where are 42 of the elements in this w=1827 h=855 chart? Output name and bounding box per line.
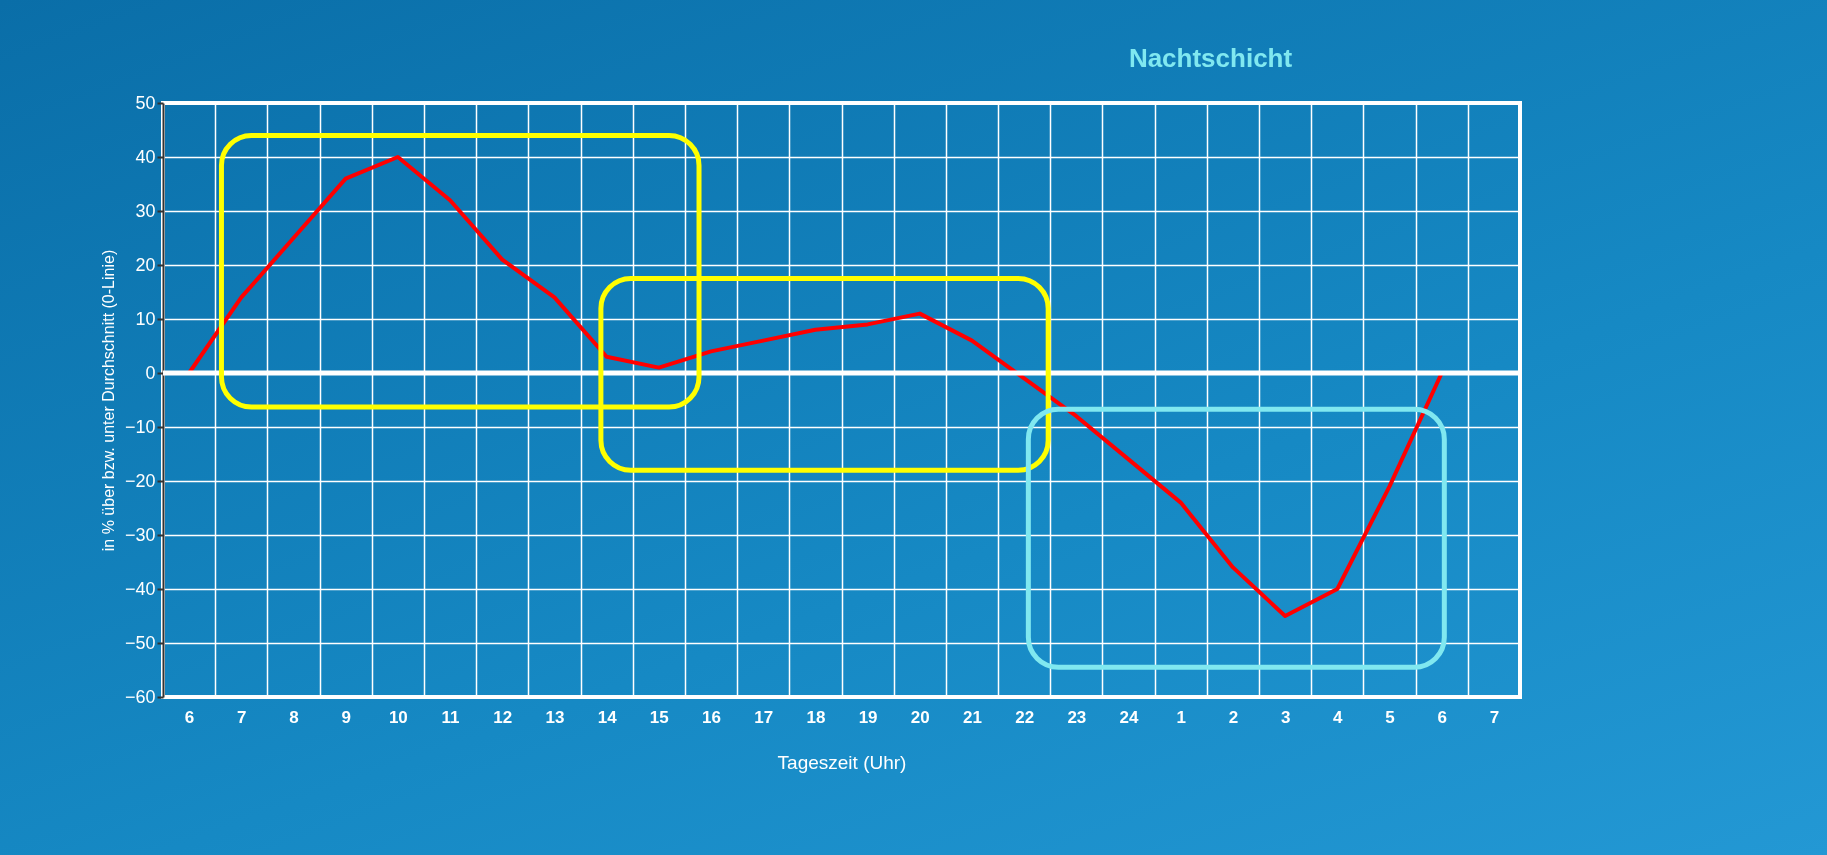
- y-tick-label: 10: [135, 308, 156, 329]
- x-tick-label: 15: [649, 707, 669, 727]
- x-tick-label: 7: [237, 707, 247, 727]
- x-tick-label: 20: [910, 707, 930, 727]
- y-tick-label: 50: [135, 92, 156, 113]
- y-tick-label: 40: [135, 146, 156, 167]
- x-tick-label: 8: [289, 707, 299, 727]
- y-tick-label: 0: [145, 362, 156, 383]
- x-tick-label: 23: [1067, 707, 1087, 727]
- x-tick-label: 14: [597, 707, 618, 727]
- chart-title: Nachtschicht: [1128, 43, 1293, 73]
- y-axis-title: in % über bzw. unter Durchschnitt (0-Linie): [99, 249, 117, 552]
- x-tick-label: 16: [702, 707, 721, 727]
- y-tick-label: 20: [135, 254, 156, 275]
- x-tick-label: 18: [806, 707, 826, 727]
- x-tick-label: 11: [441, 707, 460, 727]
- x-tick-label: 17: [754, 707, 774, 727]
- y-tick-label: 30: [135, 200, 156, 221]
- x-tick-label: 2: [1228, 707, 1239, 727]
- x-tick-label: 6: [1437, 707, 1447, 727]
- x-tick-label: 7: [1489, 707, 1500, 727]
- line-series: [187, 155, 1444, 618]
- x-tick-label: 19: [858, 707, 878, 727]
- y-tick-label: −20: [124, 470, 156, 491]
- x-tick-label: 6: [184, 707, 195, 727]
- x-tick-label: 5: [1385, 707, 1395, 727]
- x-tick-label: 4: [1333, 707, 1344, 727]
- y-tick-label: −50: [124, 632, 156, 653]
- x-tick-label: 10: [388, 707, 408, 727]
- x-tick-label: 3: [1280, 707, 1291, 727]
- x-tick-label: 9: [341, 707, 351, 727]
- x-tick-label: 13: [545, 707, 565, 727]
- y-tick-label: −60: [124, 686, 156, 707]
- x-tick-label: 22: [1015, 707, 1035, 727]
- y-tick-label: −30: [124, 524, 156, 545]
- x-tick-label: 1: [1176, 707, 1186, 727]
- x-tick-label: 24: [1119, 707, 1140, 727]
- y-tick-label: −10: [124, 416, 156, 437]
- x-tick-label: 21: [963, 707, 982, 727]
- x-tick-label: 12: [493, 707, 513, 727]
- x-axis-title: Tageszeit (Uhr): [777, 751, 907, 773]
- y-tick-label: −40: [124, 578, 156, 599]
